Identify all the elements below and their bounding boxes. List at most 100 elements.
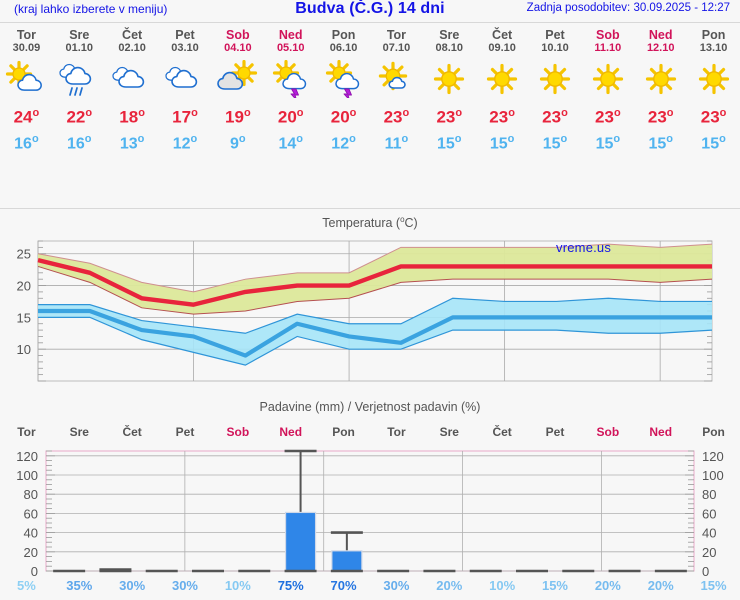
temp-max: 23o	[647, 107, 674, 127]
day-date: 11.10	[594, 42, 622, 54]
rain-cloud-icon	[53, 60, 106, 100]
temp-max: 17o	[172, 107, 198, 127]
forecast-day-column[interactable]: Sob 11.10 23o 15o	[581, 26, 634, 154]
temp-min: 15o	[595, 132, 621, 152]
temp-min: 15o	[542, 132, 568, 152]
svg-text:20: 20	[17, 279, 31, 294]
temp-max: 20o	[277, 107, 304, 127]
precipitation-probability: 30%	[119, 578, 146, 593]
day-name: Pet	[175, 28, 195, 42]
precipitation-probability: 15%	[700, 578, 727, 593]
day-name: Pon	[701, 28, 726, 42]
precipitation-day-label: Ned	[649, 425, 673, 439]
svg-text:20: 20	[702, 545, 716, 560]
svg-text:0: 0	[702, 564, 709, 578]
forecast-day-column[interactable]: Sob 04.10 19o 9o	[211, 26, 264, 154]
forecast-day-column[interactable]: Sre 08.10 23o 15o	[423, 26, 476, 154]
temp-max: 22o	[66, 107, 93, 127]
temp-max: 24o	[13, 107, 40, 127]
temp-min: 15o	[701, 132, 726, 152]
page-header: (kraj lahko izberete v meniju) Budva (Č.…	[0, 0, 740, 22]
precipitation-chart-canvas: 0 0 20 20 40 40 60 60 80 80 100 100 120 120	[16, 449, 724, 578]
forecast-day-column[interactable]: Ned 12.10 23o 15o	[634, 26, 687, 154]
day-date: 09.10	[488, 42, 516, 54]
thunderstorm-sun-icon	[264, 60, 317, 100]
temp-min: 16o	[67, 132, 92, 152]
precipitation-probability: 10%	[224, 578, 251, 593]
forecast-day-column[interactable]: Čet 02.10 18o 13o	[106, 26, 159, 154]
svg-text:120: 120	[702, 449, 724, 464]
precipitation-probability: 75%	[277, 578, 304, 593]
temp-max: 23o	[595, 107, 621, 127]
precipitation-probability: 20%	[594, 578, 621, 593]
svg-text:40: 40	[702, 526, 716, 541]
temp-max: 23o	[700, 107, 727, 127]
sun-cloud-icon	[0, 60, 53, 100]
svg-text:80: 80	[702, 487, 716, 502]
forecast-day-column[interactable]: Pet 03.10 17o 12o	[159, 26, 212, 154]
site-watermark: vreme.us	[556, 240, 612, 255]
day-date: 05.10	[276, 42, 305, 54]
svg-text:10: 10	[17, 342, 31, 357]
sun-icon	[476, 60, 529, 100]
forecast-day-column[interactable]: Čet 09.10 23o 15o	[476, 26, 529, 154]
page-title: Budva (Č.G.) 14 dni	[295, 0, 445, 17]
svg-text:120: 120	[16, 449, 38, 464]
forecast-day-column[interactable]: Tor 30.09 24o 16o	[0, 26, 53, 154]
precipitation-probability: 70%	[330, 578, 357, 593]
sun-icon	[423, 60, 476, 100]
forecast-day-strip: Tor 30.09 24o 16o Sre 01.10 22o 16o Čet 02…	[0, 26, 740, 186]
temp-min: 15o	[648, 132, 673, 152]
day-name: Pon	[331, 28, 356, 42]
forecast-day-column[interactable]: Tor 07.10 23o 11o	[370, 26, 423, 154]
precipitation-day-label: Čet	[122, 425, 142, 439]
precipitation-day-label: Sre	[69, 425, 89, 439]
temp-max: 23o	[542, 107, 568, 127]
day-name: Čet	[492, 28, 513, 42]
day-name: Ned	[648, 28, 673, 42]
svg-text:100: 100	[702, 468, 724, 483]
temp-max: 20o	[330, 107, 357, 127]
precipitation-day-label: Ned	[279, 425, 303, 439]
temp-min: 14o	[278, 132, 303, 152]
forecast-day-column[interactable]: Pet 10.10 23o 15o	[529, 26, 582, 154]
svg-text:20: 20	[24, 545, 38, 560]
day-name: Sob	[596, 28, 620, 42]
precipitation-probability: 30%	[171, 578, 198, 593]
precipitation-chart: Padavine (mm) / Verjetnost padavin (%) T…	[0, 400, 740, 600]
day-name: Tor	[386, 28, 407, 42]
temp-min: 15o	[437, 132, 462, 152]
svg-text:15: 15	[17, 310, 31, 325]
day-date: 07.10	[382, 42, 411, 54]
day-date: 30.09	[12, 42, 41, 54]
precipitation-probability: 35%	[66, 578, 93, 593]
menu-hint: (kraj lahko izberete v meniju)	[14, 2, 168, 16]
day-name: Sre	[439, 28, 460, 42]
precipitation-day-label: Sre	[439, 425, 459, 439]
temp-min: 12o	[331, 132, 356, 152]
day-date: 03.10	[171, 42, 199, 54]
day-name: Sre	[69, 28, 90, 42]
temp-max: 23o	[436, 107, 463, 127]
forecast-day-column[interactable]: Sre 01.10 22o 16o	[53, 26, 106, 154]
forecast-day-column[interactable]: Pon 06.10 20o 12o	[317, 26, 370, 154]
temperature-chart-title: Temperatura (oC)	[0, 215, 740, 230]
forecast-day-column[interactable]: Pon 13.10 23o 15o	[687, 26, 740, 154]
precipitation-day-label: Pet	[175, 425, 195, 439]
temp-max: 23o	[383, 107, 410, 127]
temperature-chart-canvas: 10 15 20 25	[17, 240, 713, 382]
temperature-chart-title-text: Temperatura (oC)	[322, 215, 418, 231]
svg-text:0: 0	[31, 564, 38, 578]
day-name: Sob	[226, 28, 250, 42]
temperature-chart: Temperatura (oC) 10 15 20 25	[0, 215, 740, 395]
temp-min: 12o	[172, 132, 198, 152]
temp-min: 9o	[230, 132, 246, 152]
day-date: 10.10	[541, 42, 569, 54]
day-name: Čet	[122, 28, 143, 42]
sun-icon	[529, 60, 582, 100]
precipitation-probability: 20%	[647, 578, 674, 593]
cloud-icon	[159, 60, 212, 100]
precipitation-chart-title: Padavine (mm) / Verjetnost padavin (%)	[0, 400, 740, 414]
forecast-day-column[interactable]: Ned 05.10 20o 14o	[264, 26, 317, 154]
temp-max: 23o	[489, 107, 515, 127]
